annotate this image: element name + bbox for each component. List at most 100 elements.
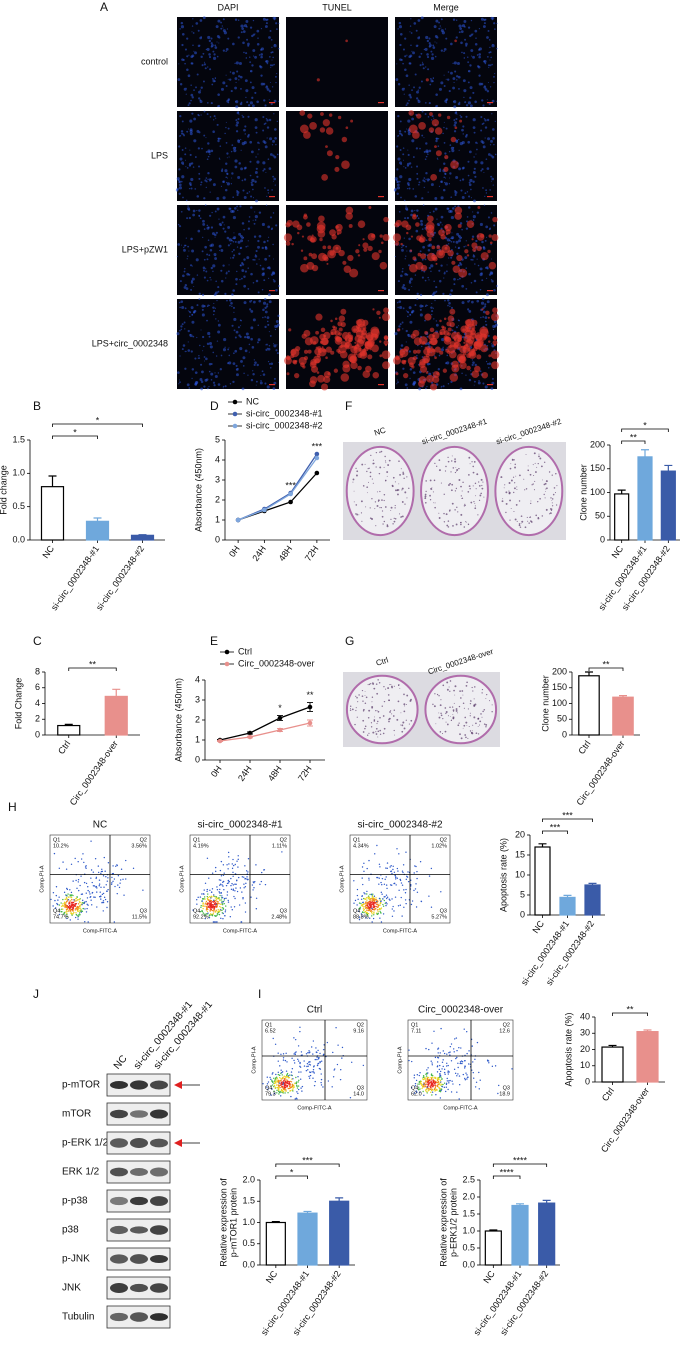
- event: [297, 1092, 299, 1095]
- event: [439, 1070, 442, 1073]
- event: [285, 1079, 288, 1081]
- tunel-signal: [343, 265, 352, 273]
- event: [426, 1090, 428, 1093]
- nucleus: [399, 120, 402, 123]
- event: [399, 904, 401, 906]
- nucleus: [417, 217, 420, 220]
- nucleus: [198, 90, 201, 94]
- colony: [454, 458, 456, 460]
- colony: [400, 468, 402, 470]
- colony: [440, 699, 442, 701]
- colony: [468, 725, 470, 728]
- nucleus: [458, 31, 461, 34]
- nucleus: [206, 305, 209, 308]
- nucleus: [198, 209, 201, 212]
- event: [255, 908, 258, 910]
- event: [69, 889, 71, 891]
- tunel-signal: [362, 238, 365, 241]
- colony: [388, 699, 390, 702]
- nucleus: [402, 268, 404, 270]
- event: [74, 904, 76, 906]
- event: [293, 1059, 295, 1062]
- colony: [363, 708, 365, 711]
- nucleus: [243, 284, 247, 288]
- nucleus: [461, 128, 464, 132]
- event: [263, 869, 265, 871]
- tunel-signal: [349, 268, 359, 278]
- event: [413, 872, 415, 874]
- event: [64, 901, 66, 903]
- event: [381, 883, 383, 886]
- nucleus: [189, 132, 193, 136]
- nucleus: [428, 102, 431, 105]
- tunel-signal: [365, 365, 372, 373]
- event: [246, 876, 248, 878]
- nucleus: [225, 162, 228, 165]
- nucleus: [491, 344, 495, 348]
- event: [284, 1086, 287, 1089]
- nucleus: [463, 57, 466, 59]
- event: [214, 866, 217, 869]
- colony: [434, 502, 436, 504]
- event: [473, 1077, 475, 1079]
- colony: [377, 730, 380, 733]
- event: [297, 1085, 300, 1087]
- nucleus: [268, 254, 271, 257]
- event: [201, 893, 203, 895]
- colony: [460, 697, 462, 699]
- colony: [449, 690, 451, 692]
- event: [372, 917, 375, 920]
- colony: [465, 521, 467, 523]
- nucleus: [464, 256, 468, 260]
- nucleus: [182, 344, 186, 347]
- event: [427, 1078, 429, 1081]
- tunel-signal: [349, 355, 358, 364]
- nucleus: [229, 383, 232, 385]
- nucleus: [450, 146, 454, 150]
- nucleus: [472, 55, 475, 59]
- colony: [375, 733, 378, 735]
- nucleus: [221, 168, 224, 171]
- event: [391, 898, 393, 900]
- nucleus: [261, 267, 265, 271]
- significance-bracket: [52, 423, 143, 427]
- tunel-signal: [363, 247, 368, 252]
- nucleus: [461, 196, 465, 199]
- colony: [451, 455, 453, 457]
- nucleus: [189, 333, 191, 336]
- event: [354, 899, 357, 902]
- nucleus: [422, 204, 425, 206]
- nucleus: [277, 314, 280, 317]
- event: [368, 903, 370, 906]
- nucleus: [212, 306, 215, 309]
- colony: [551, 505, 554, 507]
- nucleus: [253, 300, 256, 304]
- event: [479, 1079, 481, 1081]
- event: [279, 1065, 281, 1067]
- colony: [450, 719, 452, 722]
- nucleus: [447, 243, 450, 245]
- nucleus: [253, 222, 256, 225]
- event: [245, 882, 247, 885]
- event: [66, 915, 68, 918]
- tunel-signal: [489, 241, 493, 245]
- colony: [555, 473, 557, 475]
- event: [266, 1086, 268, 1088]
- event: [80, 858, 83, 860]
- event: [93, 885, 96, 887]
- event: [210, 907, 212, 909]
- nucleus: [205, 378, 209, 381]
- event: [218, 891, 220, 893]
- band: [150, 1254, 168, 1264]
- nucleus: [258, 299, 262, 303]
- event: [445, 1086, 448, 1088]
- nucleus: [485, 158, 488, 160]
- event: [317, 1058, 320, 1060]
- event: [218, 913, 221, 916]
- event: [357, 910, 360, 912]
- event: [97, 871, 100, 874]
- nucleus: [178, 186, 183, 190]
- event: [466, 1052, 468, 1055]
- colony: [396, 489, 399, 491]
- event: [76, 907, 78, 909]
